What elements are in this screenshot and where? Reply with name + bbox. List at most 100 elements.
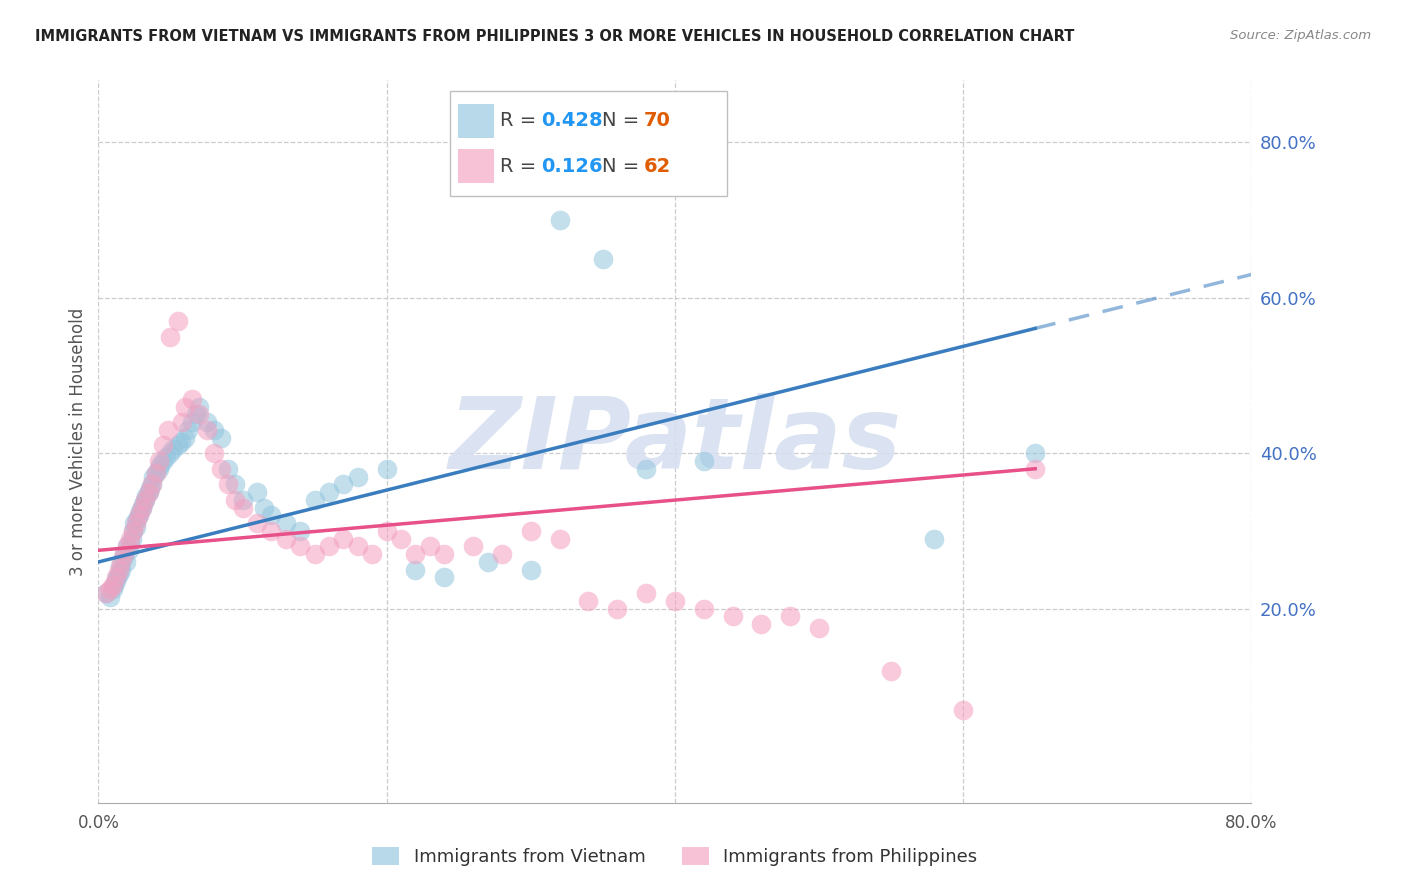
Point xyxy=(166,438,188,452)
Point xyxy=(520,524,543,538)
Point xyxy=(159,329,181,343)
Point xyxy=(636,586,658,600)
Point xyxy=(181,415,204,429)
Point xyxy=(127,512,149,526)
Point xyxy=(405,547,427,561)
Point xyxy=(125,520,148,534)
Point xyxy=(181,392,204,406)
Point xyxy=(419,540,441,554)
Point xyxy=(94,586,117,600)
Point xyxy=(202,423,225,437)
Point xyxy=(290,540,312,554)
Point xyxy=(274,532,297,546)
Point xyxy=(107,566,129,581)
Point xyxy=(209,431,232,445)
Point xyxy=(112,547,135,561)
Point xyxy=(152,454,174,468)
Point xyxy=(174,400,197,414)
Point xyxy=(548,213,571,227)
Point xyxy=(751,617,773,632)
Point xyxy=(520,563,543,577)
Point xyxy=(110,555,132,569)
Point xyxy=(693,454,716,468)
Point xyxy=(117,540,139,554)
Y-axis label: 3 or more Vehicles in Household: 3 or more Vehicles in Household xyxy=(69,308,87,575)
Point xyxy=(145,466,167,480)
Point xyxy=(94,586,117,600)
Point xyxy=(112,547,135,561)
Point xyxy=(548,532,571,546)
Point xyxy=(118,543,141,558)
Point xyxy=(159,446,181,460)
Point xyxy=(880,664,903,678)
Point xyxy=(433,547,456,561)
Point xyxy=(129,504,152,518)
Point xyxy=(145,466,167,480)
Point xyxy=(375,524,398,538)
Point xyxy=(224,492,246,507)
Point xyxy=(346,540,368,554)
Point xyxy=(125,516,148,530)
Point xyxy=(105,570,128,584)
Point xyxy=(155,450,177,464)
Point xyxy=(260,508,283,523)
Point xyxy=(195,415,218,429)
Point xyxy=(224,477,246,491)
Point xyxy=(217,461,239,475)
Point xyxy=(117,540,139,554)
Point xyxy=(186,408,208,422)
Point xyxy=(924,532,946,546)
Point xyxy=(808,621,831,635)
Point xyxy=(779,609,801,624)
Point xyxy=(128,508,150,523)
Point xyxy=(169,434,191,449)
Point xyxy=(592,252,614,266)
Point xyxy=(114,555,136,569)
Point xyxy=(606,601,628,615)
Point xyxy=(177,423,200,437)
Point xyxy=(664,594,686,608)
Point xyxy=(433,570,456,584)
Point xyxy=(260,524,283,538)
Point xyxy=(188,408,211,422)
Point xyxy=(139,481,162,495)
Point xyxy=(174,431,197,445)
Point xyxy=(332,477,354,491)
Point xyxy=(246,485,269,500)
Point xyxy=(162,442,184,457)
Point xyxy=(375,461,398,475)
Point xyxy=(128,508,150,523)
Point xyxy=(111,551,134,566)
Point xyxy=(142,469,165,483)
Point xyxy=(952,702,974,716)
Point xyxy=(693,601,716,615)
Point xyxy=(134,492,156,507)
Point xyxy=(231,500,254,515)
Point xyxy=(304,492,326,507)
Point xyxy=(131,500,153,515)
Text: IMMIGRANTS FROM VIETNAM VS IMMIGRANTS FROM PHILIPPINES 3 OR MORE VEHICLES IN HOU: IMMIGRANTS FROM VIETNAM VS IMMIGRANTS FR… xyxy=(35,29,1074,44)
Point xyxy=(148,454,170,468)
Point xyxy=(721,609,744,624)
Text: ZIPatlas: ZIPatlas xyxy=(449,393,901,490)
Point xyxy=(148,461,170,475)
Point xyxy=(304,547,326,561)
Point xyxy=(132,497,155,511)
Point xyxy=(104,574,127,589)
Text: Source: ZipAtlas.com: Source: ZipAtlas.com xyxy=(1230,29,1371,42)
Legend: Immigrants from Vietnam, Immigrants from Philippines: Immigrants from Vietnam, Immigrants from… xyxy=(366,839,984,873)
Point xyxy=(217,477,239,491)
Point xyxy=(202,446,225,460)
Point xyxy=(110,563,132,577)
Point xyxy=(101,582,124,596)
Point xyxy=(636,461,658,475)
Point xyxy=(104,570,127,584)
Point xyxy=(149,458,172,472)
Point xyxy=(101,578,124,592)
Point xyxy=(1024,446,1046,460)
Point xyxy=(477,555,499,569)
Point xyxy=(361,547,384,561)
Point xyxy=(318,540,340,554)
Point xyxy=(124,516,146,530)
Point xyxy=(1024,461,1046,475)
